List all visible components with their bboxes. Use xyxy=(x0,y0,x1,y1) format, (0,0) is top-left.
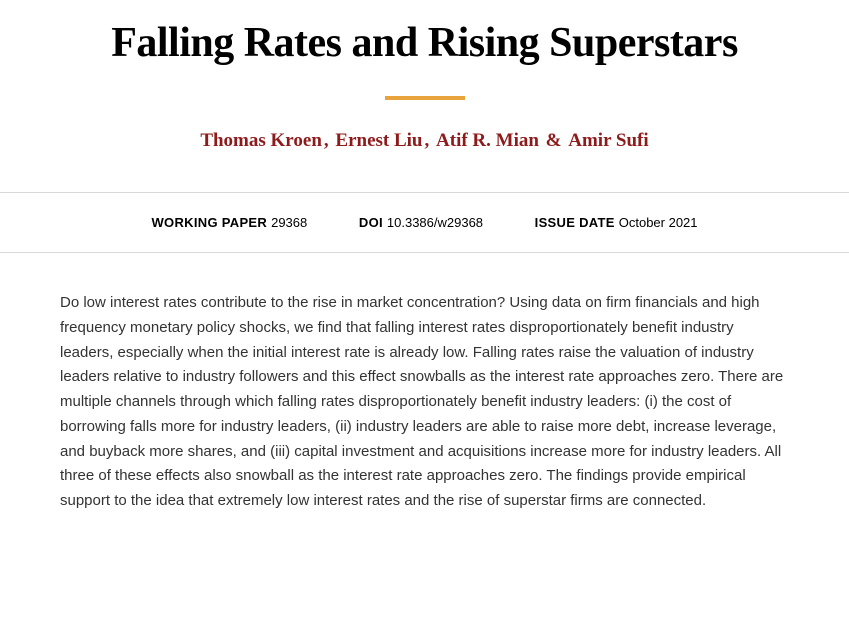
author-link[interactable]: Ernest Liu xyxy=(335,130,422,151)
issue-date-label: ISSUE DATE xyxy=(535,215,615,230)
working-paper-value: 29368 xyxy=(271,215,307,230)
issue-date-value: October 2021 xyxy=(619,215,698,230)
working-paper-meta: WORKING PAPER 29368 xyxy=(151,215,307,230)
accent-divider xyxy=(385,96,465,100)
working-paper-label: WORKING PAPER xyxy=(151,215,267,230)
doi-meta: DOI 10.3386/w29368 xyxy=(359,215,483,230)
paper-title: Falling Rates and Rising Superstars xyxy=(40,20,809,66)
metadata-bar: WORKING PAPER 29368 DOI 10.3386/w29368 ISS… xyxy=(0,192,849,253)
author-separator: , xyxy=(324,130,334,151)
author-list: Thomas Kroen, Ernest Liu, Atif R. Mian &… xyxy=(20,130,829,152)
author-link[interactable]: Amir Sufi xyxy=(568,130,648,151)
abstract-text: Do low interest rates contribute to the … xyxy=(60,291,789,514)
author-link[interactable]: Atif R. Mian xyxy=(436,130,539,151)
doi-label: DOI xyxy=(359,215,383,230)
author-link[interactable]: Thomas Kroen xyxy=(200,130,322,151)
author-separator: , xyxy=(425,130,435,151)
issue-date-meta: ISSUE DATE October 2021 xyxy=(535,215,698,230)
author-separator: & xyxy=(541,130,566,151)
doi-value: 10.3386/w29368 xyxy=(387,215,483,230)
